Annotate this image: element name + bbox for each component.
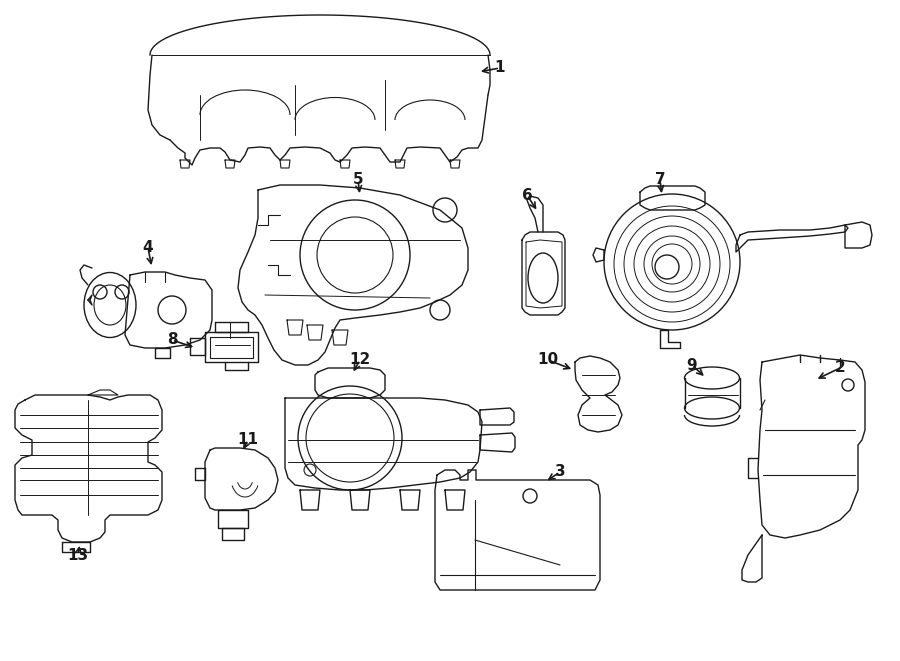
Text: 2: 2 — [834, 360, 845, 375]
Text: 11: 11 — [238, 432, 258, 447]
Text: 5: 5 — [353, 173, 364, 188]
Text: 6: 6 — [522, 188, 533, 202]
Text: 1: 1 — [495, 61, 505, 75]
Text: 10: 10 — [537, 352, 559, 368]
Text: 8: 8 — [166, 332, 177, 348]
Text: 12: 12 — [349, 352, 371, 368]
Text: 3: 3 — [554, 465, 565, 479]
Text: 13: 13 — [68, 547, 88, 563]
Text: 9: 9 — [687, 358, 698, 373]
Text: 7: 7 — [654, 173, 665, 188]
Text: 4: 4 — [143, 241, 153, 256]
